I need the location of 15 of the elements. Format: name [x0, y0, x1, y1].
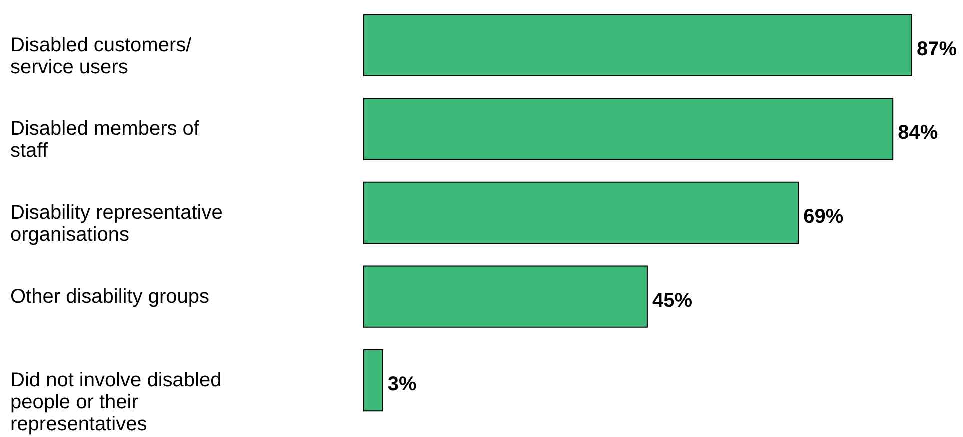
y-tick-label: Other disability groups	[10, 286, 210, 308]
data-label: 87%	[917, 38, 958, 60]
y-tick-label: Disabled members of staff	[10, 118, 200, 162]
y-tick-label: Disabled customers/ service users	[10, 34, 192, 78]
bar	[364, 14, 912, 77]
bar	[364, 98, 894, 160]
data-label: 84%	[898, 122, 938, 144]
bar	[364, 349, 384, 412]
data-label: 69%	[804, 206, 844, 228]
bar	[364, 182, 800, 244]
data-label: 3%	[388, 374, 418, 396]
bar	[364, 266, 648, 328]
y-tick-label: Disability representative organisations	[10, 202, 223, 246]
y-tick-label: Did not involve disabled people or their representatives	[10, 370, 222, 436]
data-label: 45%	[652, 290, 693, 312]
